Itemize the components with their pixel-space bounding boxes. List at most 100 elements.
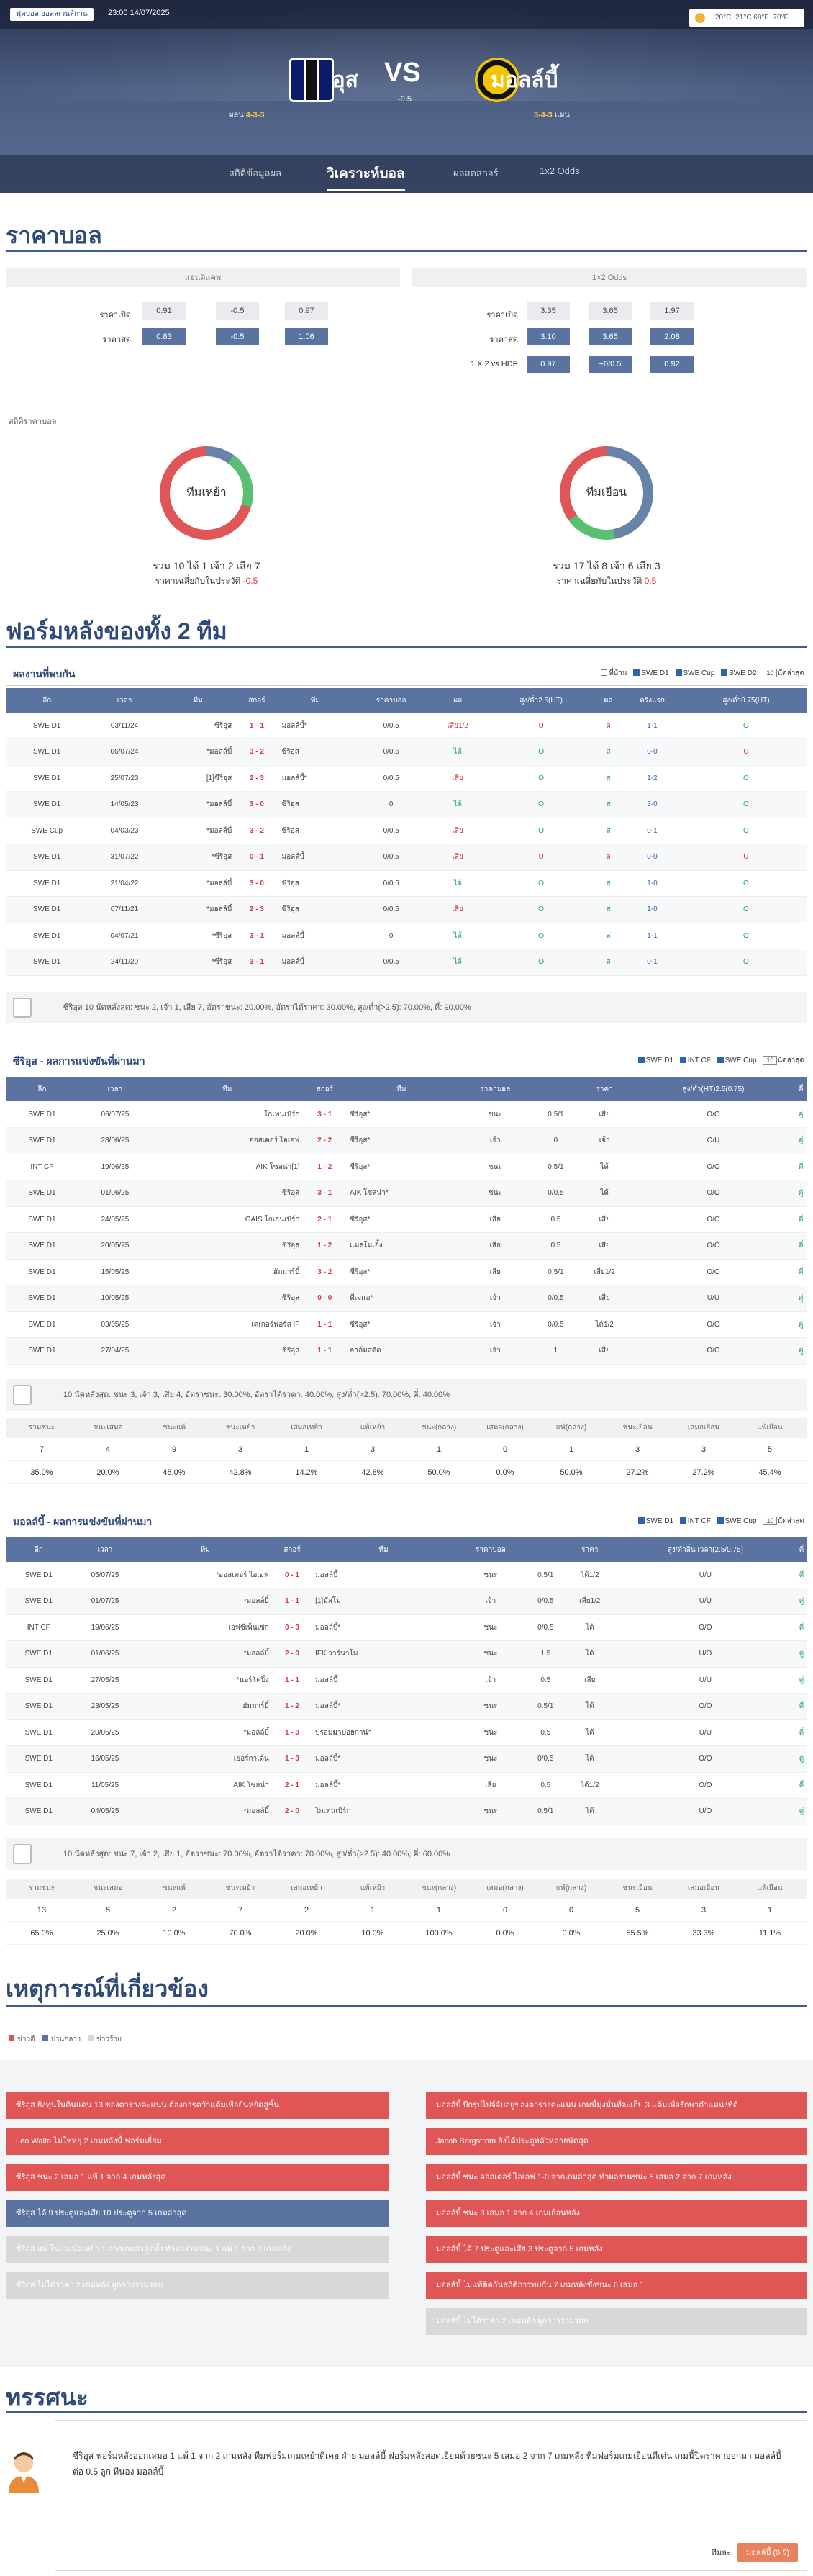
table-row[interactable]: SWE D1 01/06/25 ซีริอุส 3 - 1 AIK โซลน่า* ชนะ… (6, 1180, 807, 1207)
filter-swe-cup[interactable]: SWE Cup (717, 1057, 757, 1065)
table-row[interactable]: SWE D1 11/05/25 AIK โซลน่า 2 - 1 มอลล์บี้* เส… (6, 1772, 807, 1799)
table-cell[interactable]: ซีริอุส* (347, 1101, 456, 1128)
table-cell[interactable]: ซีริอุส (152, 1232, 303, 1260)
table-cell[interactable]: ซีริอุส (278, 738, 353, 766)
news-item[interactable]: ซีริอุส แพ้ ในเกมนัดเหย้า 1 จากเกมล่าสุด… (6, 2236, 389, 2263)
table-cell[interactable]: มอลล์บี้* (278, 765, 353, 792)
table-cell[interactable]: ซีริอุส* (347, 1311, 456, 1338)
table-cell[interactable]: [1]ซีริอุส (160, 765, 235, 792)
news-item[interactable]: มอลล์บี้ ไม่ได้ราคา 2 เกมหลัง ลูกการรวมร… (426, 2308, 807, 2335)
table-row[interactable]: INT CF 19/06/25 AIK โซลน่า[1] 1 - 2 ซีริอุส*… (6, 1154, 807, 1180)
table-row[interactable]: SWE D1 28/06/25 ออสเตอร์ ไอเอฟ 2 - 2 ซีริอุส… (6, 1127, 807, 1154)
table-cell[interactable]: *ซีริอุส (160, 949, 235, 976)
table-row[interactable]: SWE Cup 04/03/23 *มอลล์บี้ 3 - 2 ซีริอุส 0/0.… (6, 818, 807, 844)
table-cell[interactable]: *นอร์โคปิ้ง (138, 1667, 272, 1694)
table-row[interactable]: SWE D1 24/11/20 *ซีริอุส 3 - 1 มอลล์บี้ 0/0.5… (6, 949, 807, 976)
table-cell[interactable]: AIK โซลน่า* (347, 1180, 456, 1207)
table-row[interactable]: SWE D1 23/05/25 ฮัมมาร์บี้ 1 - 2 มอลล์บี้* ชน… (6, 1693, 807, 1720)
tab-analysis[interactable]: วิเคราะห์บอล (327, 163, 405, 191)
tab-stats[interactable]: สถิติข้อมูลผล (229, 168, 282, 178)
table-cell[interactable]: โกเทนเบิร์ก (312, 1798, 455, 1825)
table-row[interactable]: SWE D1 14/05/23 *มอลล์บี้ 3 - 0 ซีริอุส 0 ได้ O… (6, 791, 807, 818)
news-item[interactable]: มอลล์บี้ ได้ 7 ประตูและเสีย 3 ประตูจาก 5… (426, 2236, 807, 2263)
table-cell[interactable]: เดเกอร์ฟอร์ส IF (152, 1311, 303, 1338)
table-cell[interactable]: GAIS โกเธนเบิร์ก (152, 1206, 303, 1233)
table-row[interactable]: SWE D1 03/11/24 ซีริอุส 1 - 1 มอลล์บี้* 0/0.5… (6, 713, 807, 739)
table-cell[interactable]: *มอลล์บี้ (160, 896, 235, 923)
table-cell[interactable]: ดีเจแอ* (347, 1285, 456, 1312)
table-cell[interactable]: ซีริอุส (278, 791, 353, 818)
table-cell[interactable]: *มอลล์บี้ (138, 1798, 272, 1825)
table-cell[interactable]: IFK วาร์นาโม (312, 1640, 455, 1668)
table-cell[interactable]: ซีริอุส* (347, 1154, 456, 1180)
news-item[interactable]: มอลล์บี้ ไม่แพ้ติดกันสถิติการพบกัน 7 เกม… (426, 2272, 807, 2299)
table-row[interactable]: SWE D1 06/07/24 *มอลล์บี้ 3 - 2 ซีริอุส 0/0.5… (6, 738, 807, 766)
filter-int-cf[interactable]: INT CF (679, 1517, 711, 1525)
table-cell[interactable]: มอลล์บี้* (278, 713, 353, 739)
table-row[interactable]: SWE D1 03/05/25 เดเกอร์ฟอร์ส IF 1 - 1 ซีริอุ… (6, 1311, 807, 1338)
match-count-select[interactable]: 10 (763, 1517, 778, 1525)
table-cell[interactable]: เอฟซีเพ็นเซ่ก (138, 1614, 272, 1641)
filter-home[interactable]: ที่บ้าน (601, 669, 627, 677)
table-cell[interactable]: มอลล์บี้* (312, 1772, 455, 1799)
table-cell[interactable]: มอลล์บี้* (312, 1614, 455, 1641)
table-cell[interactable]: มอลล์บี้ (278, 949, 353, 976)
away-team-name[interactable]: มอลล์บี้ (491, 68, 558, 92)
pick-button[interactable]: มอลล์บี้ (0.5) (737, 2543, 798, 2562)
table-cell[interactable]: ซีริอุส (152, 1337, 303, 1365)
news-item[interactable]: ซีริอุส ไม่ได้ราคา 2 เกมหลัง ลูกการรวมรอ… (6, 2272, 389, 2299)
league-badge[interactable]: ฟุตบอล ออลสเวนส์กาน (10, 8, 94, 21)
table-cell[interactable]: ซีริอุส* (347, 1127, 456, 1154)
match-count-select[interactable]: 10 (763, 669, 778, 677)
filter-swe-d1[interactable]: SWE D1 (637, 1057, 673, 1065)
table-row[interactable]: SWE D1 21/04/22 *มอลล์บี้ 3 - 0 ซีริอุส 0/0.5… (6, 870, 807, 897)
table-cell[interactable]: *มอลล์บี้ (138, 1719, 272, 1746)
table-cell[interactable]: แมลโมเอิ้ง (347, 1232, 456, 1260)
news-item[interactable]: มอลล์บี้ ชนะ 3 เสมอ 1 จาก 4 เกมเยือนหลัง (426, 2200, 807, 2227)
table-cell[interactable]: ฮัมมาร์บี้ (152, 1259, 303, 1285)
table-row[interactable]: SWE D1 25/07/23 [1]ซีริอุส 2 - 3 มอลล์บี้* 0/… (6, 765, 807, 792)
news-item[interactable]: Leo Walta ไม่ใช่หยุ 2 เกมหลังนี้ ฟอร์มเย… (6, 2128, 389, 2155)
table-cell[interactable]: ซีริอุส (278, 896, 353, 923)
table-cell[interactable]: ซีริอุส (152, 1180, 303, 1207)
table-cell[interactable]: ฮัมมาร์บี้ (138, 1693, 272, 1720)
table-cell[interactable]: ฮาล์มสตัด (347, 1337, 456, 1365)
table-cell[interactable]: *ออสเตอร์ ไอเอฟ (138, 1562, 272, 1588)
table-cell[interactable]: *มอลล์บี้ (160, 738, 235, 766)
table-cell[interactable]: ซีริอุส (160, 713, 235, 739)
table-row[interactable]: SWE D1 01/07/25 *มอลล์บี้ 1 - 1 [1]มัลโม เจ้า… (6, 1588, 807, 1615)
table-cell[interactable]: *มอลล์บี้ (138, 1640, 272, 1668)
table-row[interactable]: SWE D1 16/05/25 เยอร์กาเด้น 1 - 3 มอลล์บี้* ช… (6, 1745, 807, 1773)
table-cell[interactable]: ออสเตอร์ ไอเอฟ (152, 1127, 303, 1154)
table-cell[interactable]: มอลล์บี้ (312, 1667, 455, 1694)
news-item[interactable]: มอลล์บี้ ปีกรุปไปจ์จับอยู่ของตารางคะแนน … (426, 2092, 807, 2119)
filter-swe-cup[interactable]: SWE Cup (717, 1517, 757, 1525)
filter-swe-d1[interactable]: SWE D1 (633, 669, 669, 677)
table-cell[interactable]: ซีริอุส (278, 818, 353, 844)
table-row[interactable]: SWE D1 31/07/22 *ซีริอุส 0 - 1 มอลล์บี้ 0/0.5… (6, 844, 807, 871)
table-row[interactable]: SWE D1 04/05/25 *มอลล์บี้ 2 - 0 โกเทนเบิร์กช… (6, 1798, 807, 1825)
table-cell[interactable]: บรอมมาปอยกาน่า (312, 1719, 455, 1746)
table-cell[interactable]: โกเทนเบิร์ก (152, 1101, 303, 1128)
filter-swe-d1[interactable]: SWE D1 (637, 1517, 673, 1525)
filter-int-cf[interactable]: INT CF (679, 1057, 711, 1065)
table-cell[interactable]: ซีริอุส* (347, 1206, 456, 1233)
table-cell[interactable]: *ซีริอุส (160, 923, 235, 949)
table-row[interactable]: SWE D1 05/07/25 *ออสเตอร์ ไอเอฟ 0 - 1 มอลล์บ… (6, 1562, 807, 1588)
filter-swe-cup[interactable]: SWE Cup (675, 669, 714, 677)
table-cell[interactable]: ซีริอุส (278, 870, 353, 897)
table-cell[interactable]: [1]มัลโม (312, 1588, 455, 1615)
table-row[interactable]: SWE D1 06/07/25 โกเทนเบิร์ก 3 - 1 ซีริอุส* ชน… (6, 1101, 807, 1128)
news-item[interactable]: มอลล์บี้ ชนะ ออสเตอร์ ไอเอฟ 1-0 จากเกมล่… (426, 2164, 807, 2191)
table-cell[interactable]: มอลล์บี้ (278, 923, 353, 949)
table-row[interactable]: SWE D1 20/05/25 ซีริอุส 1 - 2 แมลโมเอิ้ง เสีย… (6, 1232, 807, 1260)
table-cell[interactable]: มอลล์บี้ (278, 844, 353, 871)
table-cell[interactable]: AIK โซลน่า[1] (152, 1154, 303, 1180)
table-cell[interactable]: *ซีริอุส (160, 844, 235, 871)
table-row[interactable]: SWE D1 24/05/25 GAIS โกเธนเบิร์ก 2 - 1 ซีริอ… (6, 1206, 807, 1233)
news-item[interactable]: ซีริอุส ยิงทุนในดินแดน 13 ของตารางคะแนน … (6, 2092, 389, 2119)
table-cell[interactable]: มอลล์บี้* (312, 1745, 455, 1773)
tab-livescore[interactable]: ผลสดสกอร์ (453, 168, 499, 178)
table-row[interactable]: SWE D1 20/05/25 *มอลล์บี้ 1 - 0 บรอมมาปอยกาน… (6, 1719, 807, 1746)
table-cell[interactable]: ซีริอุส (152, 1285, 303, 1312)
